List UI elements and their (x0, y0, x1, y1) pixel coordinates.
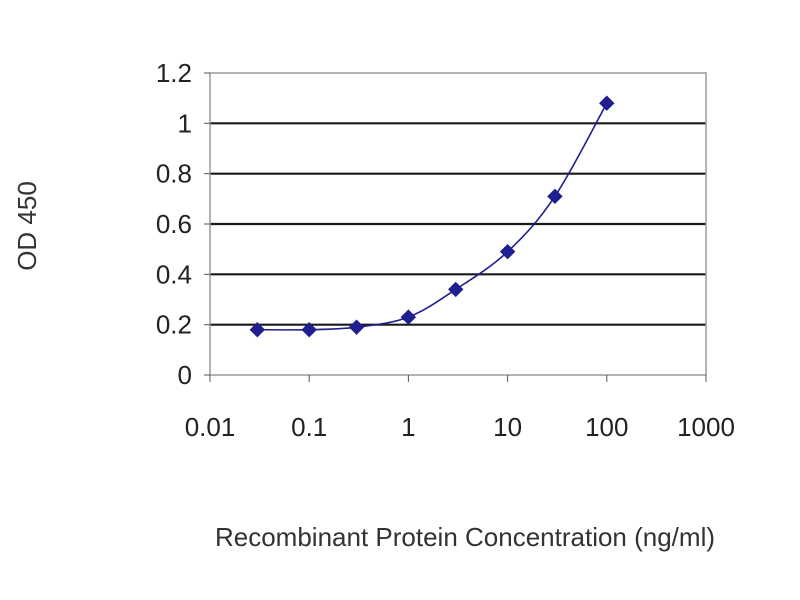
y-tick-label: 0.4 (156, 259, 192, 289)
y-axis-title: OD 450 (12, 181, 42, 271)
x-tick-label: 1000 (677, 412, 735, 442)
y-tick-label: 0 (178, 360, 192, 390)
y-tick-label: 1.2 (156, 58, 192, 88)
x-tick-label: 10 (493, 412, 522, 442)
data-point (499, 243, 516, 260)
data-point (599, 95, 615, 111)
data-point (400, 309, 417, 325)
y-tick-labels: 0 0.2 0.4 0.6 0.8 1 1.2 (156, 58, 192, 390)
x-tick-label: 0.01 (185, 412, 236, 442)
x-tick-label: 100 (585, 412, 628, 442)
data-point (249, 321, 266, 338)
x-axis-title: Recombinant Protein Concentration (ng/ml… (215, 522, 715, 552)
data-point (448, 281, 464, 298)
data-point (547, 188, 563, 205)
axis-ticks (204, 72, 707, 382)
y-tick-label: 0.6 (156, 209, 192, 239)
y-tick-label: 0.2 (156, 310, 192, 340)
x-tick-label: 0.1 (291, 412, 327, 442)
data-point (301, 321, 317, 338)
gridlines (210, 122, 706, 326)
series-line (257, 102, 608, 331)
data-points (249, 95, 615, 338)
data-point (348, 319, 365, 335)
x-tick-label: 1 (401, 412, 415, 442)
y-tick-label: 1 (178, 108, 192, 138)
x-tick-labels: 0.01 0.1 1 10 100 1000 (185, 412, 735, 442)
y-tick-label: 0.8 (156, 159, 192, 189)
